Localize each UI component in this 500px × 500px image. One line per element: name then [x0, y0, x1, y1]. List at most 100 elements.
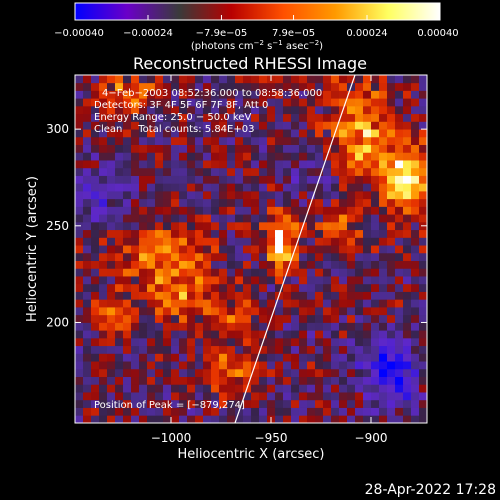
heatmap-cell	[139, 113, 148, 122]
heatmap-cell	[179, 291, 188, 300]
heatmap-cell	[291, 113, 300, 122]
heatmap-cell	[139, 361, 148, 370]
heatmap-cell	[331, 221, 340, 231]
heatmap-cell	[179, 268, 188, 277]
heatmap-cell	[243, 368, 252, 377]
heatmap-cell	[179, 407, 188, 416]
heatmap-cell	[323, 105, 332, 115]
heatmap-cell	[211, 90, 220, 99]
heatmap-cell	[91, 191, 100, 200]
heatmap-cell	[147, 90, 156, 99]
heatmap-cell	[395, 283, 404, 292]
heatmap-cell	[363, 237, 372, 246]
heatmap-cell	[179, 353, 188, 362]
heatmap-cell	[107, 206, 116, 215]
heatmap-cell	[267, 376, 276, 385]
heatmap-cell	[355, 399, 364, 408]
heatmap-cell	[403, 214, 412, 223]
heatmap-cell	[315, 345, 324, 354]
heatmap-cell	[155, 307, 164, 316]
heatmap-cell	[251, 152, 260, 161]
heatmap-cell	[163, 407, 172, 416]
heatmap-cell	[267, 121, 276, 130]
heatmap-cell	[115, 75, 124, 84]
heatmap-cell	[291, 98, 300, 107]
heatmap-cell	[347, 75, 356, 84]
heatmap-cell	[251, 129, 260, 138]
heatmap-cell	[155, 415, 164, 423]
heatmap-cell	[283, 376, 292, 385]
heatmap-cell	[307, 392, 316, 401]
heatmap-cell	[251, 276, 260, 285]
heatmap-cell	[155, 229, 164, 238]
heatmap-cell	[179, 361, 188, 370]
heatmap-cell	[75, 415, 84, 423]
heatmap-cell	[291, 183, 300, 192]
heatmap-cell	[403, 268, 412, 277]
heatmap-cell	[203, 361, 212, 370]
heatmap-cell	[131, 183, 140, 192]
heatmap-cell	[419, 299, 427, 308]
heatmap-cell	[179, 252, 188, 261]
heatmap-cell	[123, 98, 132, 107]
heatmap-cell	[179, 221, 188, 231]
heatmap-cell	[307, 144, 316, 153]
heatmap-cell	[291, 160, 300, 169]
heatmap-cell	[387, 167, 396, 176]
heatmap-cell	[139, 307, 148, 316]
heatmap-cell	[227, 214, 236, 223]
heatmap-cell	[419, 198, 427, 207]
heatmap-cell	[419, 129, 427, 138]
heatmap-cell	[387, 299, 396, 308]
heatmap-cell	[283, 361, 292, 370]
heatmap-cell	[371, 105, 380, 115]
heatmap-cell	[163, 90, 172, 99]
heatmap-cell	[347, 283, 356, 292]
heatmap-cell	[339, 330, 348, 339]
heatmap-cell	[283, 314, 292, 323]
heatmap-cell	[195, 399, 204, 408]
heatmap-cell	[99, 214, 108, 223]
heatmap-cell	[299, 299, 308, 308]
heatmap-cell	[235, 121, 244, 130]
heatmap-cell	[227, 245, 236, 254]
heatmap-cell	[139, 376, 148, 385]
heatmap-cell	[147, 237, 156, 246]
heatmap-cell	[163, 175, 172, 184]
heatmap-cell	[203, 75, 212, 84]
heatmap-cell	[227, 283, 236, 292]
heatmap-cell	[267, 245, 276, 254]
heatmap-cell	[131, 368, 140, 377]
heatmap-cell	[227, 392, 236, 401]
heatmap-cell	[379, 276, 388, 285]
heatmap-cell	[387, 392, 396, 401]
heatmap-cell	[419, 361, 427, 370]
heatmap-cell	[187, 260, 196, 269]
heatmap-cell	[99, 198, 108, 207]
heatmap-cell	[147, 407, 156, 416]
heatmap-cell	[251, 105, 260, 115]
heatmap-cell	[227, 337, 236, 347]
heatmap-cell	[331, 276, 340, 285]
heatmap-cell	[403, 144, 412, 153]
heatmap-cell	[123, 337, 132, 347]
heatmap-cell	[243, 82, 252, 91]
heatmap-cell	[259, 361, 268, 370]
heatmap-cell	[395, 198, 404, 207]
heatmap-cell	[355, 136, 364, 145]
heatmap-cell	[243, 276, 252, 285]
heatmap-cell	[91, 144, 100, 153]
heatmap-cell	[147, 399, 156, 408]
heatmap	[75, 75, 427, 423]
heatmap-cell	[235, 214, 244, 223]
heatmap-cell	[411, 98, 420, 107]
heatmap-cell	[227, 82, 236, 91]
heatmap-cell	[283, 399, 292, 408]
heatmap-cell	[147, 191, 156, 200]
heatmap-cell	[251, 121, 260, 130]
heatmap-cell	[307, 175, 316, 184]
heatmap-cell	[267, 268, 276, 277]
heatmap-cell	[347, 337, 356, 347]
heatmap-cell	[339, 152, 348, 161]
heatmap-cell	[419, 175, 427, 184]
